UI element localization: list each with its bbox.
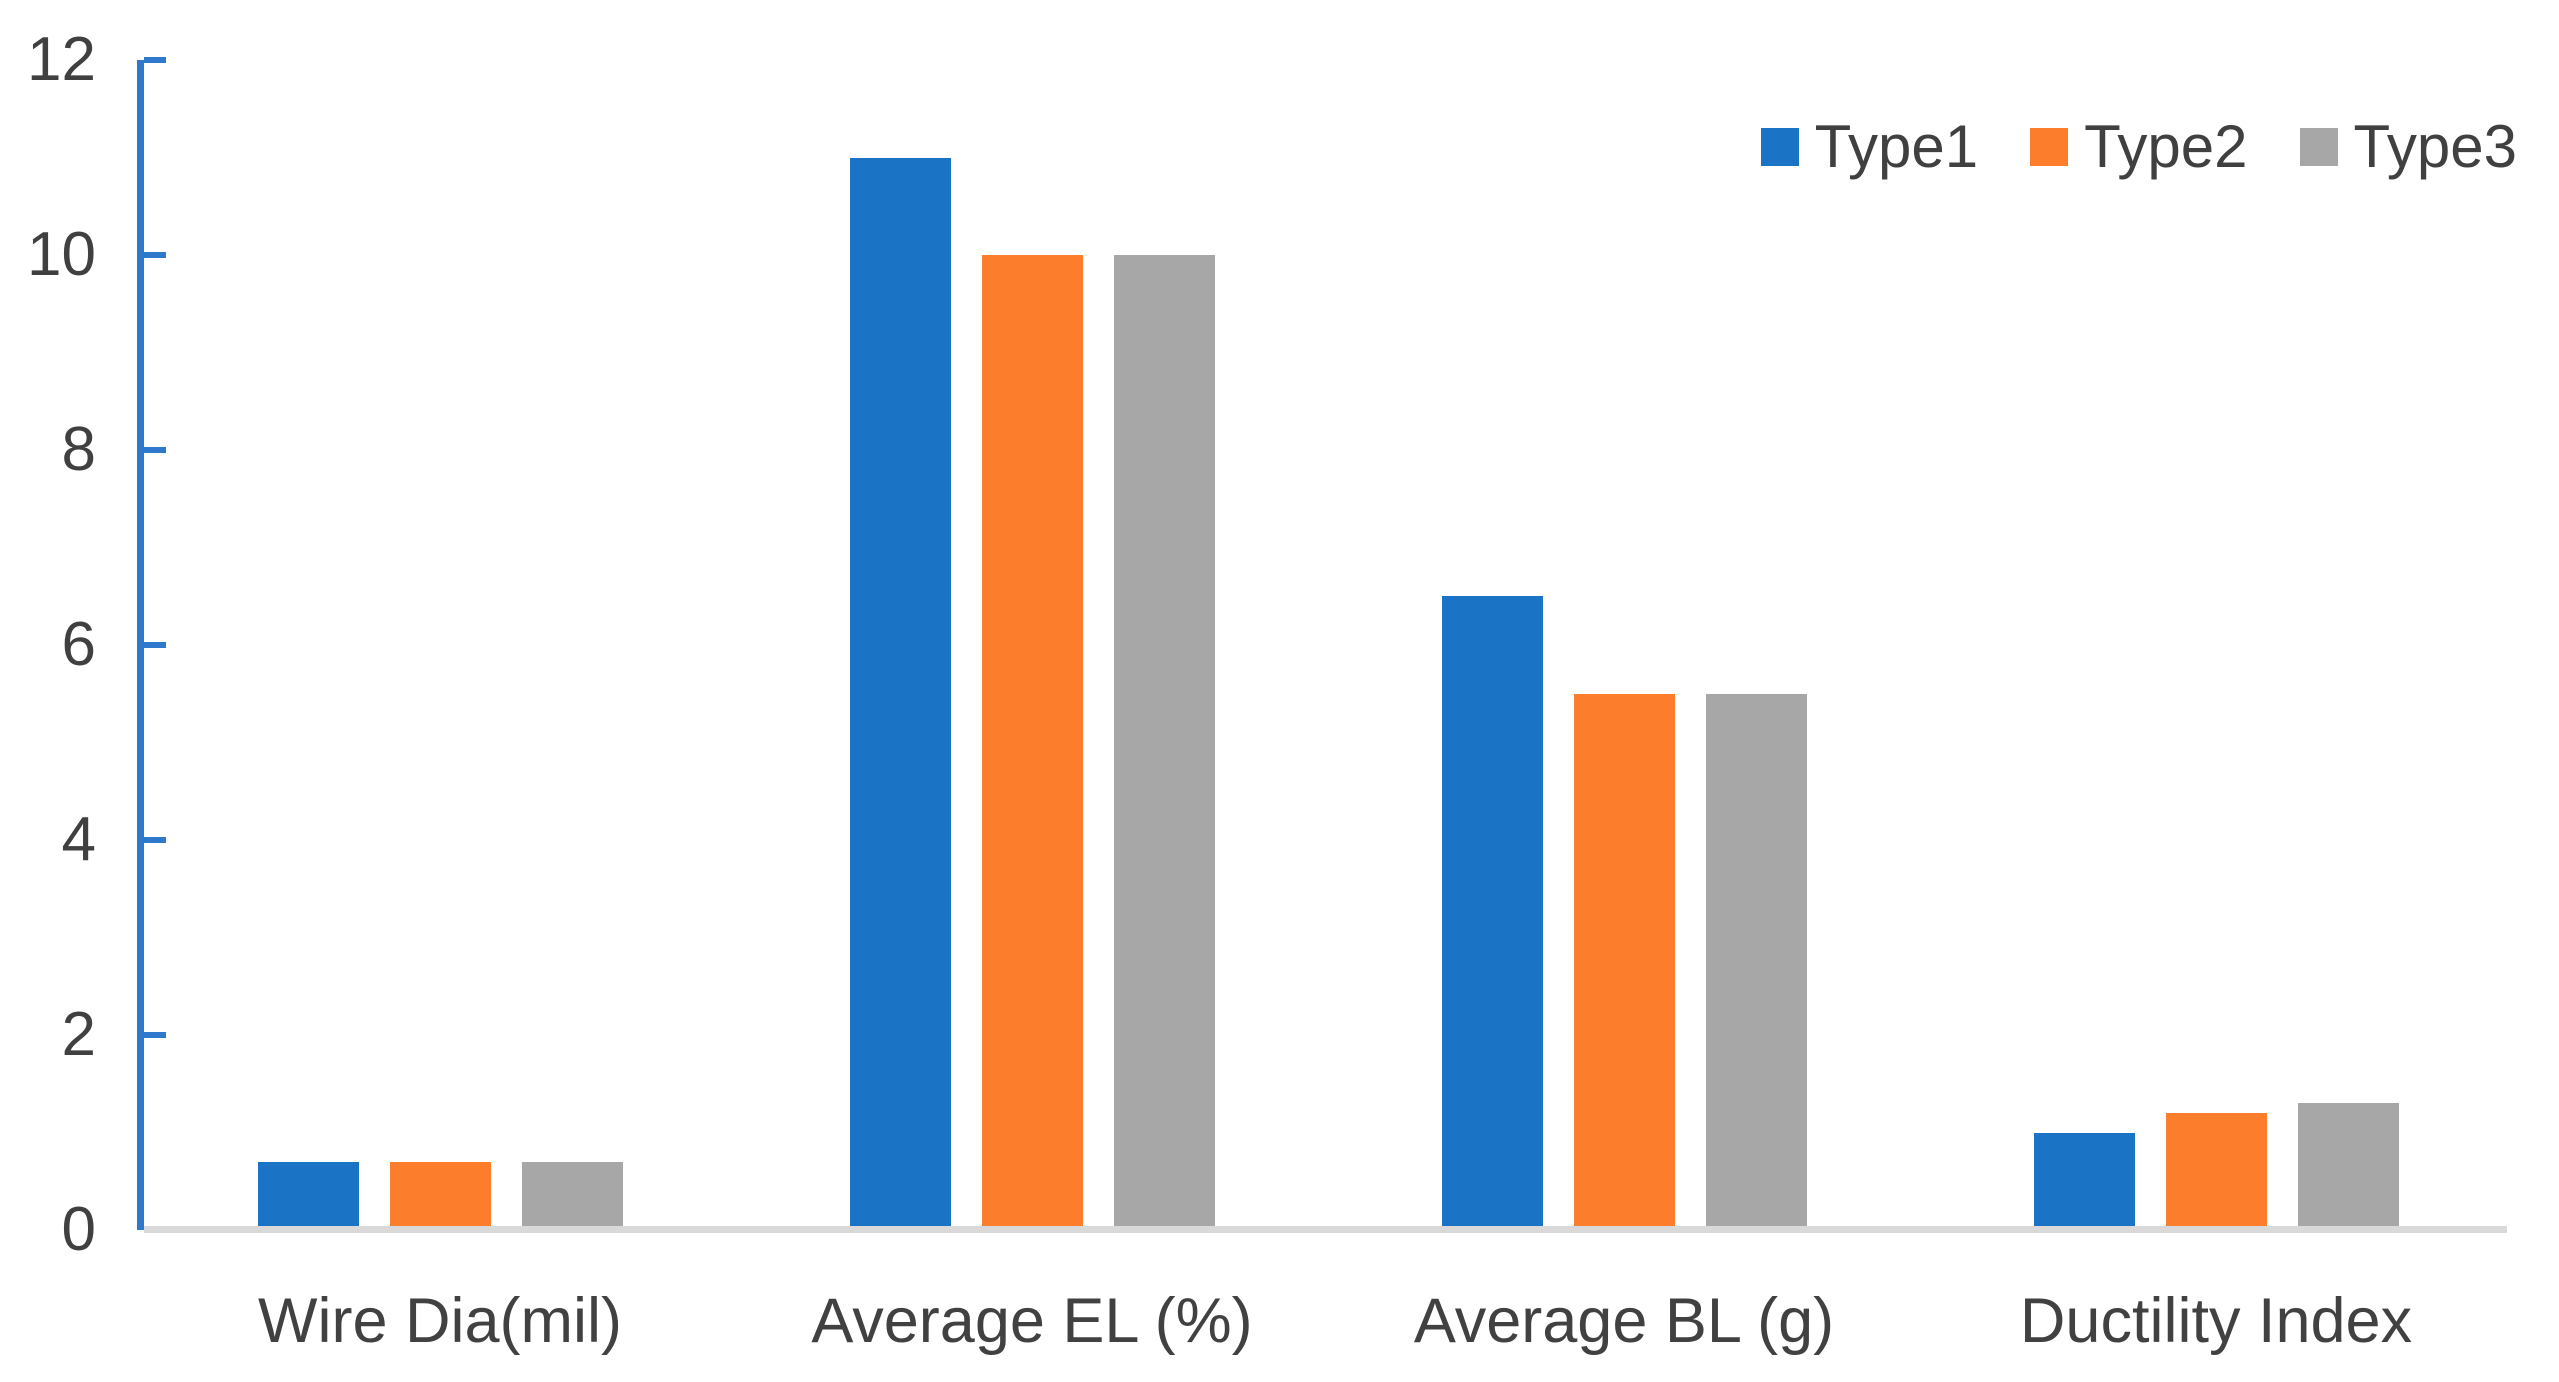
- bar-type1-wire-dia-mil: [257, 1161, 359, 1230]
- legend-label-type3: Type3: [2353, 113, 2517, 180]
- bar-type3-average-bl-g: [1705, 693, 1807, 1230]
- category-label-wire-dia-mil: Wire Dia(mil): [258, 1286, 622, 1356]
- legend-item-type2: Type2: [2030, 109, 2248, 185]
- bar-type1-average-el: [849, 157, 951, 1230]
- y-axis-label-8: 8: [61, 415, 96, 484]
- y-axis-tick-2: [144, 1032, 166, 1038]
- y-axis-label-2: 2: [61, 1000, 96, 1069]
- bar-type3-ductility-index: [2297, 1103, 2399, 1230]
- bar-type3-average-el: [1113, 255, 1215, 1230]
- legend-swatch-icon-type2: [2030, 128, 2069, 166]
- legend: Type1 Type2 Type3: [1760, 109, 2517, 185]
- legend-item-type1: Type1: [1760, 109, 1979, 185]
- y-axis-line: [137, 60, 144, 1230]
- legend-label-type1: Type1: [1814, 113, 1979, 180]
- bar-type2-average-el: [981, 255, 1083, 1230]
- category-label-average-bl-g: Average BL (g): [1413, 1286, 1835, 1356]
- y-axis-tick-8: [144, 447, 166, 453]
- y-axis-label-4: 4: [61, 805, 96, 874]
- y-axis-tick-6: [144, 642, 166, 648]
- y-axis-label-10: 10: [27, 220, 96, 289]
- y-axis-tick-10: [144, 252, 166, 258]
- category-label-average-el: Average EL (%): [811, 1286, 1253, 1356]
- legend-item-type3: Type3: [2299, 109, 2517, 185]
- category-label-ductility-index: Ductility Index: [2019, 1286, 2413, 1356]
- y-axis-label-0: 0: [61, 1195, 96, 1264]
- bar-type2-ductility-index: [2165, 1113, 2267, 1230]
- bar-type2-wire-dia-mil: [389, 1161, 491, 1230]
- y-axis-label-6: 6: [61, 610, 96, 679]
- x-axis-baseline: [144, 1226, 2507, 1233]
- bar-type1-ductility-index: [2033, 1132, 2135, 1230]
- y-axis-label-12: 12: [27, 25, 96, 94]
- y-axis-tick-12: [144, 57, 166, 63]
- y-axis-tick-4: [144, 837, 166, 843]
- legend-swatch-icon-type1: [1760, 128, 1799, 166]
- bar-type3-wire-dia-mil: [521, 1161, 623, 1230]
- legend-swatch-icon-type3: [2299, 128, 2338, 166]
- legend-label-type2: Type2: [2084, 113, 2248, 180]
- bar-type2-average-bl-g: [1573, 693, 1675, 1230]
- bar-type1-average-bl-g: [1441, 596, 1543, 1230]
